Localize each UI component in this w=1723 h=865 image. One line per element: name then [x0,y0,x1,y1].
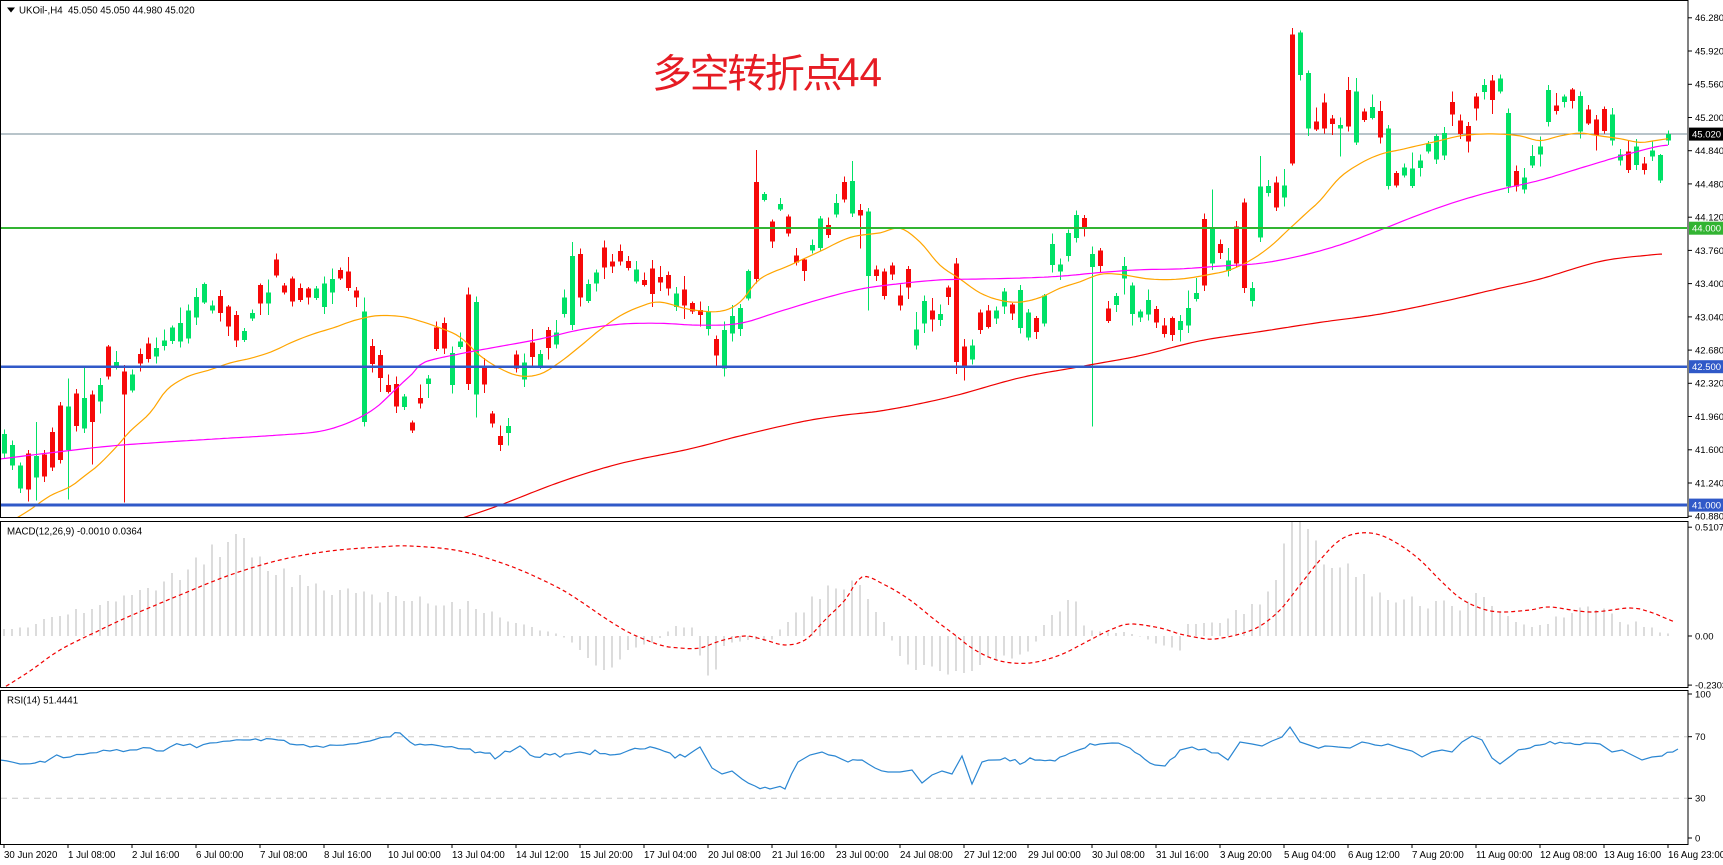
svg-text:11 Aug 00:00: 11 Aug 00:00 [1476,850,1533,861]
svg-text:10 Jul 00:00: 10 Jul 00:00 [388,850,441,861]
svg-text:100: 100 [1695,689,1711,700]
svg-text:3 Aug 20:00: 3 Aug 20:00 [1220,850,1272,861]
svg-text:29 Jul 00:00: 29 Jul 00:00 [1028,850,1081,861]
svg-text:0: 0 [1695,833,1700,844]
svg-text:44.840: 44.840 [1695,146,1723,157]
svg-text:41.960: 41.960 [1695,412,1723,423]
svg-text:16 Aug 23:00: 16 Aug 23:00 [1668,850,1723,861]
svg-text:45.020: 45.020 [1692,130,1721,141]
svg-text:23 Jul 00:00: 23 Jul 00:00 [836,850,889,861]
svg-text:2 Jul 16:00: 2 Jul 16:00 [132,850,180,861]
svg-text:41.000: 41.000 [1692,501,1721,512]
svg-text:13 Aug 16:00: 13 Aug 16:00 [1604,850,1662,861]
svg-text:43.040: 43.040 [1695,312,1723,323]
svg-text:27 Jul 12:00: 27 Jul 12:00 [964,850,1017,861]
svg-text:41.240: 41.240 [1695,478,1723,489]
svg-text:30 Jul 08:00: 30 Jul 08:00 [1092,850,1145,861]
svg-text:43.400: 43.400 [1695,279,1723,290]
svg-text:42.500: 42.500 [1692,362,1721,373]
svg-text:-0.2303: -0.2303 [1695,681,1723,692]
svg-text:46.280: 46.280 [1695,13,1723,24]
svg-text:RSI(14) 51.4441: RSI(14) 51.4441 [7,696,78,707]
svg-text:17 Jul 04:00: 17 Jul 04:00 [644,850,697,861]
svg-text:24 Jul 08:00: 24 Jul 08:00 [900,850,953,861]
svg-text:14 Jul 12:00: 14 Jul 12:00 [516,850,569,861]
svg-text:44.000: 44.000 [1692,224,1721,235]
svg-text:MACD(12,26,9) -0.0010 0.0364: MACD(12,26,9) -0.0010 0.0364 [7,527,143,538]
svg-text:45.920: 45.920 [1695,46,1723,57]
svg-text:13 Jul 04:00: 13 Jul 04:00 [452,850,505,861]
svg-text:42.320: 42.320 [1695,379,1723,390]
svg-text:20 Jul 08:00: 20 Jul 08:00 [708,850,761,861]
svg-text:8 Jul 16:00: 8 Jul 16:00 [324,850,372,861]
svg-text:5 Aug 04:00: 5 Aug 04:00 [1284,850,1336,861]
svg-text:30 Jun 2020: 30 Jun 2020 [4,850,58,861]
svg-text:6 Jul 00:00: 6 Jul 00:00 [196,850,244,861]
svg-text:44.480: 44.480 [1695,179,1723,190]
svg-text:30: 30 [1695,794,1706,805]
svg-text:21 Jul 16:00: 21 Jul 16:00 [772,850,825,861]
svg-text:12 Aug 08:00: 12 Aug 08:00 [1540,850,1598,861]
svg-text:7 Jul 08:00: 7 Jul 08:00 [260,850,308,861]
svg-text:41.600: 41.600 [1695,445,1723,456]
svg-text:15 Jul 20:00: 15 Jul 20:00 [580,850,633,861]
svg-text:44.120: 44.120 [1695,213,1723,224]
svg-text:45.560: 45.560 [1695,80,1723,91]
svg-text:7 Aug 20:00: 7 Aug 20:00 [1412,850,1464,861]
svg-text:43.760: 43.760 [1695,246,1723,257]
svg-text:6 Aug 12:00: 6 Aug 12:00 [1348,850,1400,861]
svg-text:0.00: 0.00 [1695,631,1714,642]
svg-text:70: 70 [1695,732,1706,743]
svg-text:1 Jul 08:00: 1 Jul 08:00 [68,850,116,861]
svg-text:UKOil-,H4 45.050 45.050 44.98: UKOil-,H4 45.050 45.050 44.980 45.020 [19,6,195,17]
svg-text:40.880: 40.880 [1695,512,1723,523]
svg-text:45.200: 45.200 [1695,113,1723,124]
svg-text:31 Jul 16:00: 31 Jul 16:00 [1156,850,1209,861]
svg-text:44: 44 [837,50,882,96]
svg-text:0.5107: 0.5107 [1695,523,1723,534]
svg-text:42.680: 42.680 [1695,346,1723,357]
